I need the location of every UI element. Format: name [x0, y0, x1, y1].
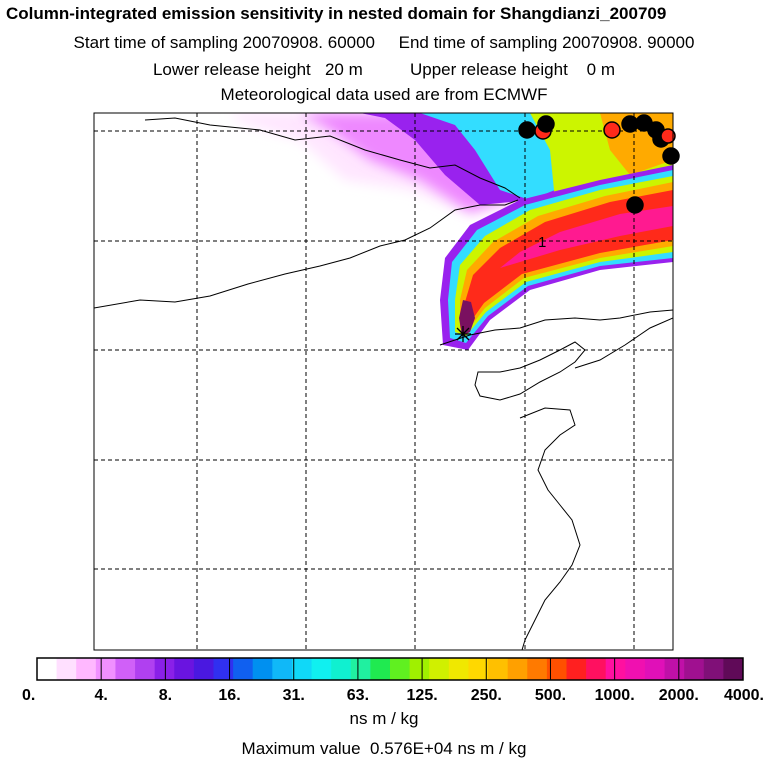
legend-color-cell: [291, 658, 313, 680]
receptor-marker: [518, 121, 536, 139]
legend-tick-label: 8.: [159, 687, 172, 704]
coastlines: [94, 117, 673, 650]
legend-tick-label: 16.: [218, 687, 240, 704]
legend-color-cell: [605, 658, 626, 680]
legend-color-cell: [174, 658, 195, 680]
plume-band-hotpink: [500, 206, 673, 268]
legend-color-cell: [252, 658, 273, 680]
legend-color-cell: [723, 658, 744, 680]
legend-color-cell: [546, 658, 567, 680]
legend-color-cell: [115, 658, 136, 680]
legend-tick-label: 1000.: [595, 687, 635, 704]
receptor-marker: [626, 196, 644, 214]
legend-color-cell: [429, 658, 450, 680]
legend-color-cell: [213, 658, 234, 680]
legend-tick-label: 125.: [407, 687, 438, 704]
legend-color-cell: [311, 658, 332, 680]
legend-color-cell: [448, 658, 469, 680]
map-border: [93, 112, 674, 651]
legend-tick-label: 4000.: [724, 687, 764, 704]
receptor-marker: [660, 128, 676, 144]
legend-color-cell: [625, 658, 646, 680]
legend-color-cell: [644, 658, 666, 680]
maximum-value-note: Maximum value 0.576E+04 ns m / kg: [241, 739, 527, 758]
legend-color-cell: [331, 658, 352, 680]
legend-color-cell: [233, 658, 254, 680]
legend-tick-label: 31.: [283, 687, 305, 704]
legend-units: ns m / kg: [349, 709, 419, 728]
legend-tick-label: 0.: [22, 687, 35, 704]
receptor-markers: [518, 114, 680, 214]
map-gridlines: [94, 113, 673, 650]
legend-colorbar: [37, 658, 744, 680]
plume-field: [230, 113, 673, 350]
legend-color-cell: [193, 658, 214, 680]
receptor-marker: [662, 147, 680, 165]
release-height-line: Lower release height 20 m Upper release …: [152, 60, 616, 79]
legend-color-cell: [76, 658, 97, 680]
legend-tick-label: 500.: [535, 687, 566, 704]
legend-color-cell: [56, 658, 77, 680]
legend-color-cell: [468, 658, 489, 680]
legend-color-cell: [507, 658, 528, 680]
legend-color-cell: [37, 658, 58, 680]
legend-color-cell: [350, 658, 371, 680]
legend-color-cell: [370, 658, 391, 680]
receptor-marker: [603, 121, 621, 139]
meteo-data-line: Meteorological data used are from ECMWF: [220, 85, 548, 104]
legend-tick-label: 63.: [347, 687, 369, 704]
legend-color-cell: [488, 658, 509, 680]
legend-tick-label: 2000.: [659, 687, 699, 704]
release-point-star: [455, 326, 471, 342]
legend-color-cell: [272, 658, 293, 680]
legend-tick-label: 4.: [95, 687, 108, 704]
legend-tick-label: 250.: [471, 687, 502, 704]
legend-color-cell: [684, 658, 705, 680]
receptor-marker: [537, 115, 555, 133]
legend-color-cell: [664, 658, 685, 680]
legend-color-cell: [390, 658, 411, 680]
legend-color-cell: [154, 658, 175, 680]
sampling-time-line: Start time of sampling 20070908. 60000 E…: [73, 33, 695, 52]
station-label: 1: [538, 234, 546, 251]
legend-color-cell: [135, 658, 156, 680]
chart-title: Column-integrated emission sensitivity i…: [6, 4, 667, 23]
legend-color-cell: [95, 658, 116, 680]
legend-color-cell: [566, 658, 587, 680]
legend-tick-labels: 0. 4. 8. 16. 31. 63. 125. 250. 500. 1000. 2000. 400…: [22, 658, 764, 704]
legend-color-cell: [703, 658, 724, 680]
legend-color-cell: [409, 658, 430, 680]
legend-color-cell: [527, 658, 548, 680]
legend-color-cell: [586, 658, 607, 680]
